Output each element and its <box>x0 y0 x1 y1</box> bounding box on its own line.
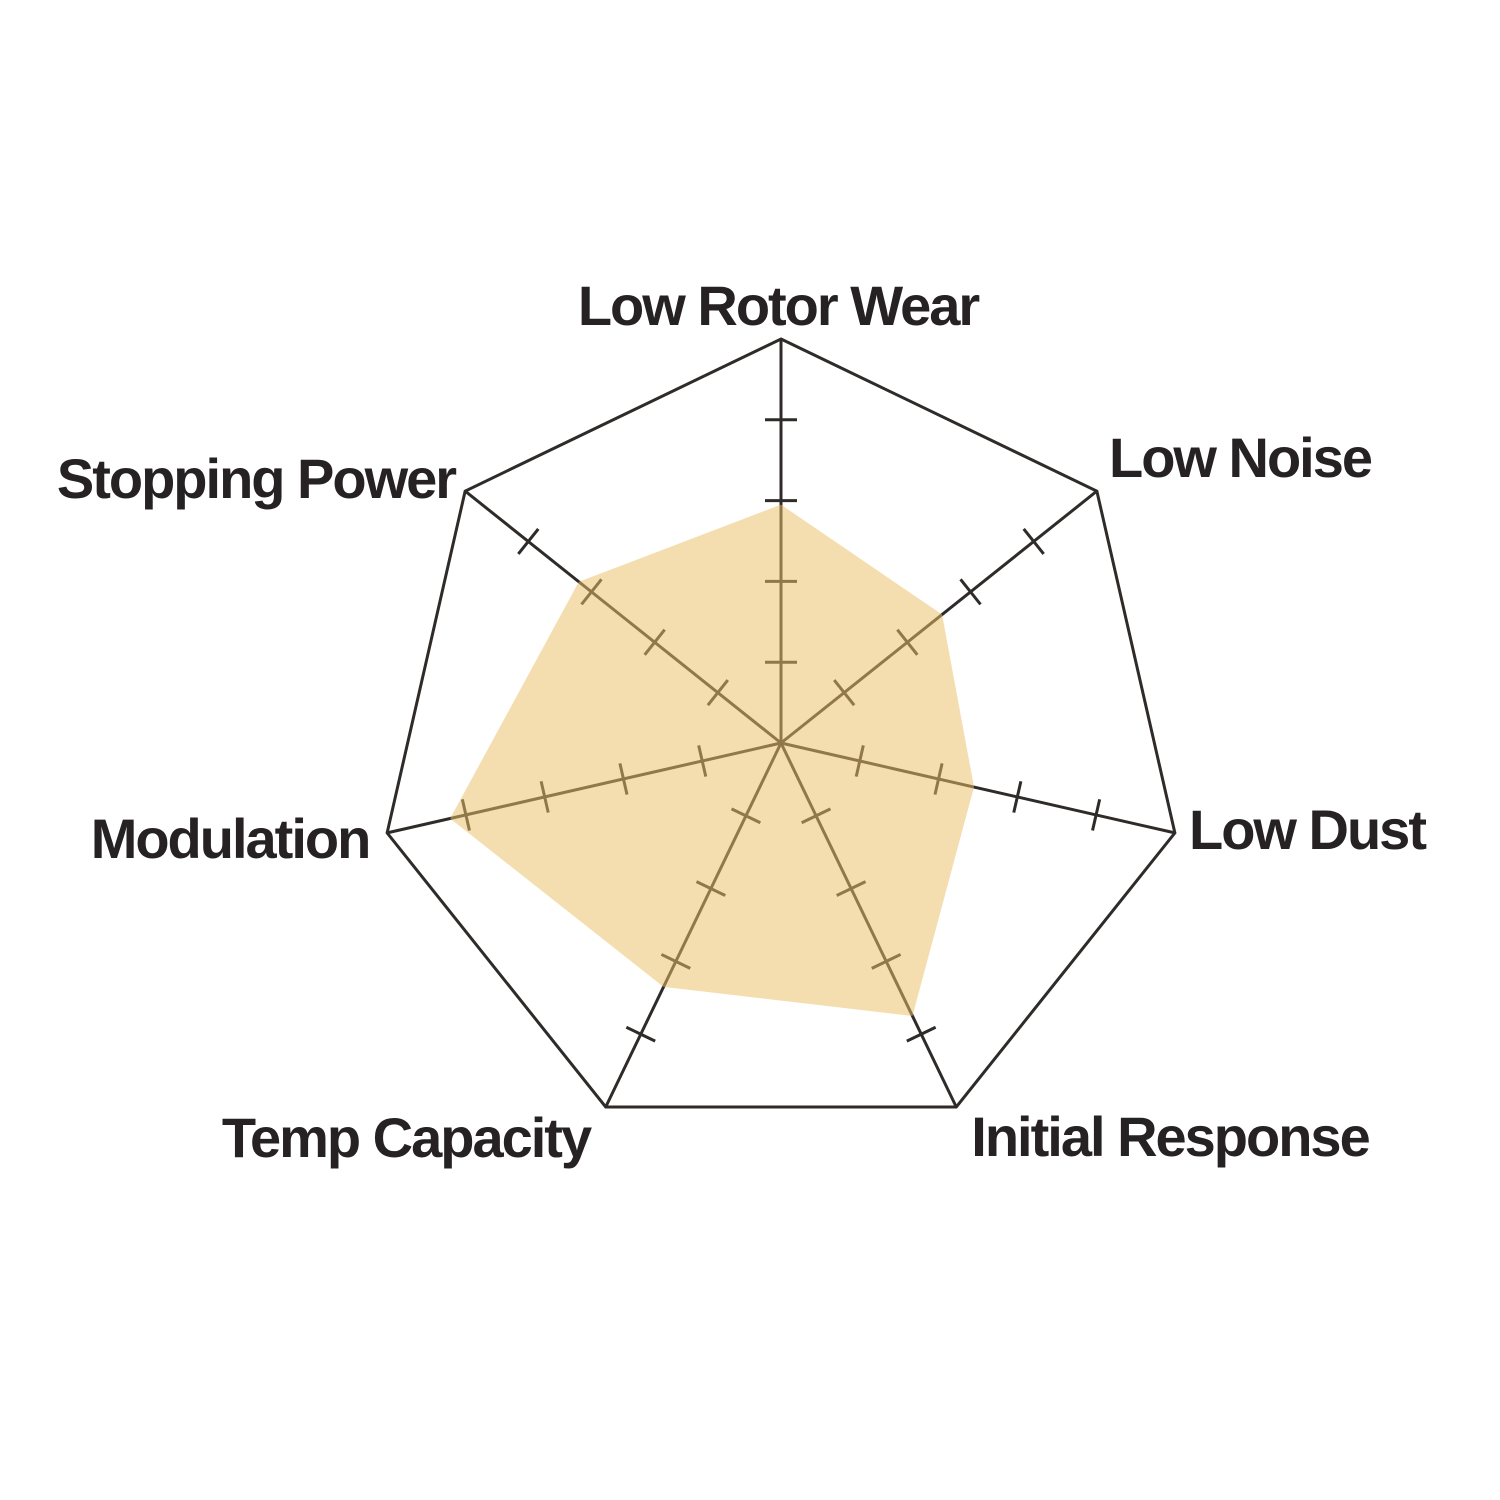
axis-label-low-dust: Low Dust <box>1189 798 1426 861</box>
axis-label-initial-response: Initial Response <box>971 1105 1369 1168</box>
data-polygon <box>450 504 974 1016</box>
axis-label-low-rotor-wear: Low Rotor Wear <box>578 274 980 337</box>
tick-mark <box>906 1025 937 1043</box>
tick-mark <box>517 528 540 555</box>
radar-label-layer: Low Rotor Wear Low Noise Low Dust Initia… <box>57 274 1428 1169</box>
tick-mark <box>959 578 982 606</box>
tick-mark <box>625 1025 656 1043</box>
tick-mark <box>1022 528 1045 555</box>
axis-label-modulation: Modulation <box>91 807 370 870</box>
axis-label-low-noise: Low Noise <box>1109 426 1372 489</box>
tick-mark <box>1091 798 1102 831</box>
tick-mark <box>1012 781 1023 813</box>
axis-label-temp-capacity: Temp Capacity <box>222 1106 592 1169</box>
outline-polygon <box>385 337 1177 1109</box>
radar-series-layer <box>450 504 974 1016</box>
axis-label-stopping-power: Stopping Power <box>57 447 456 510</box>
